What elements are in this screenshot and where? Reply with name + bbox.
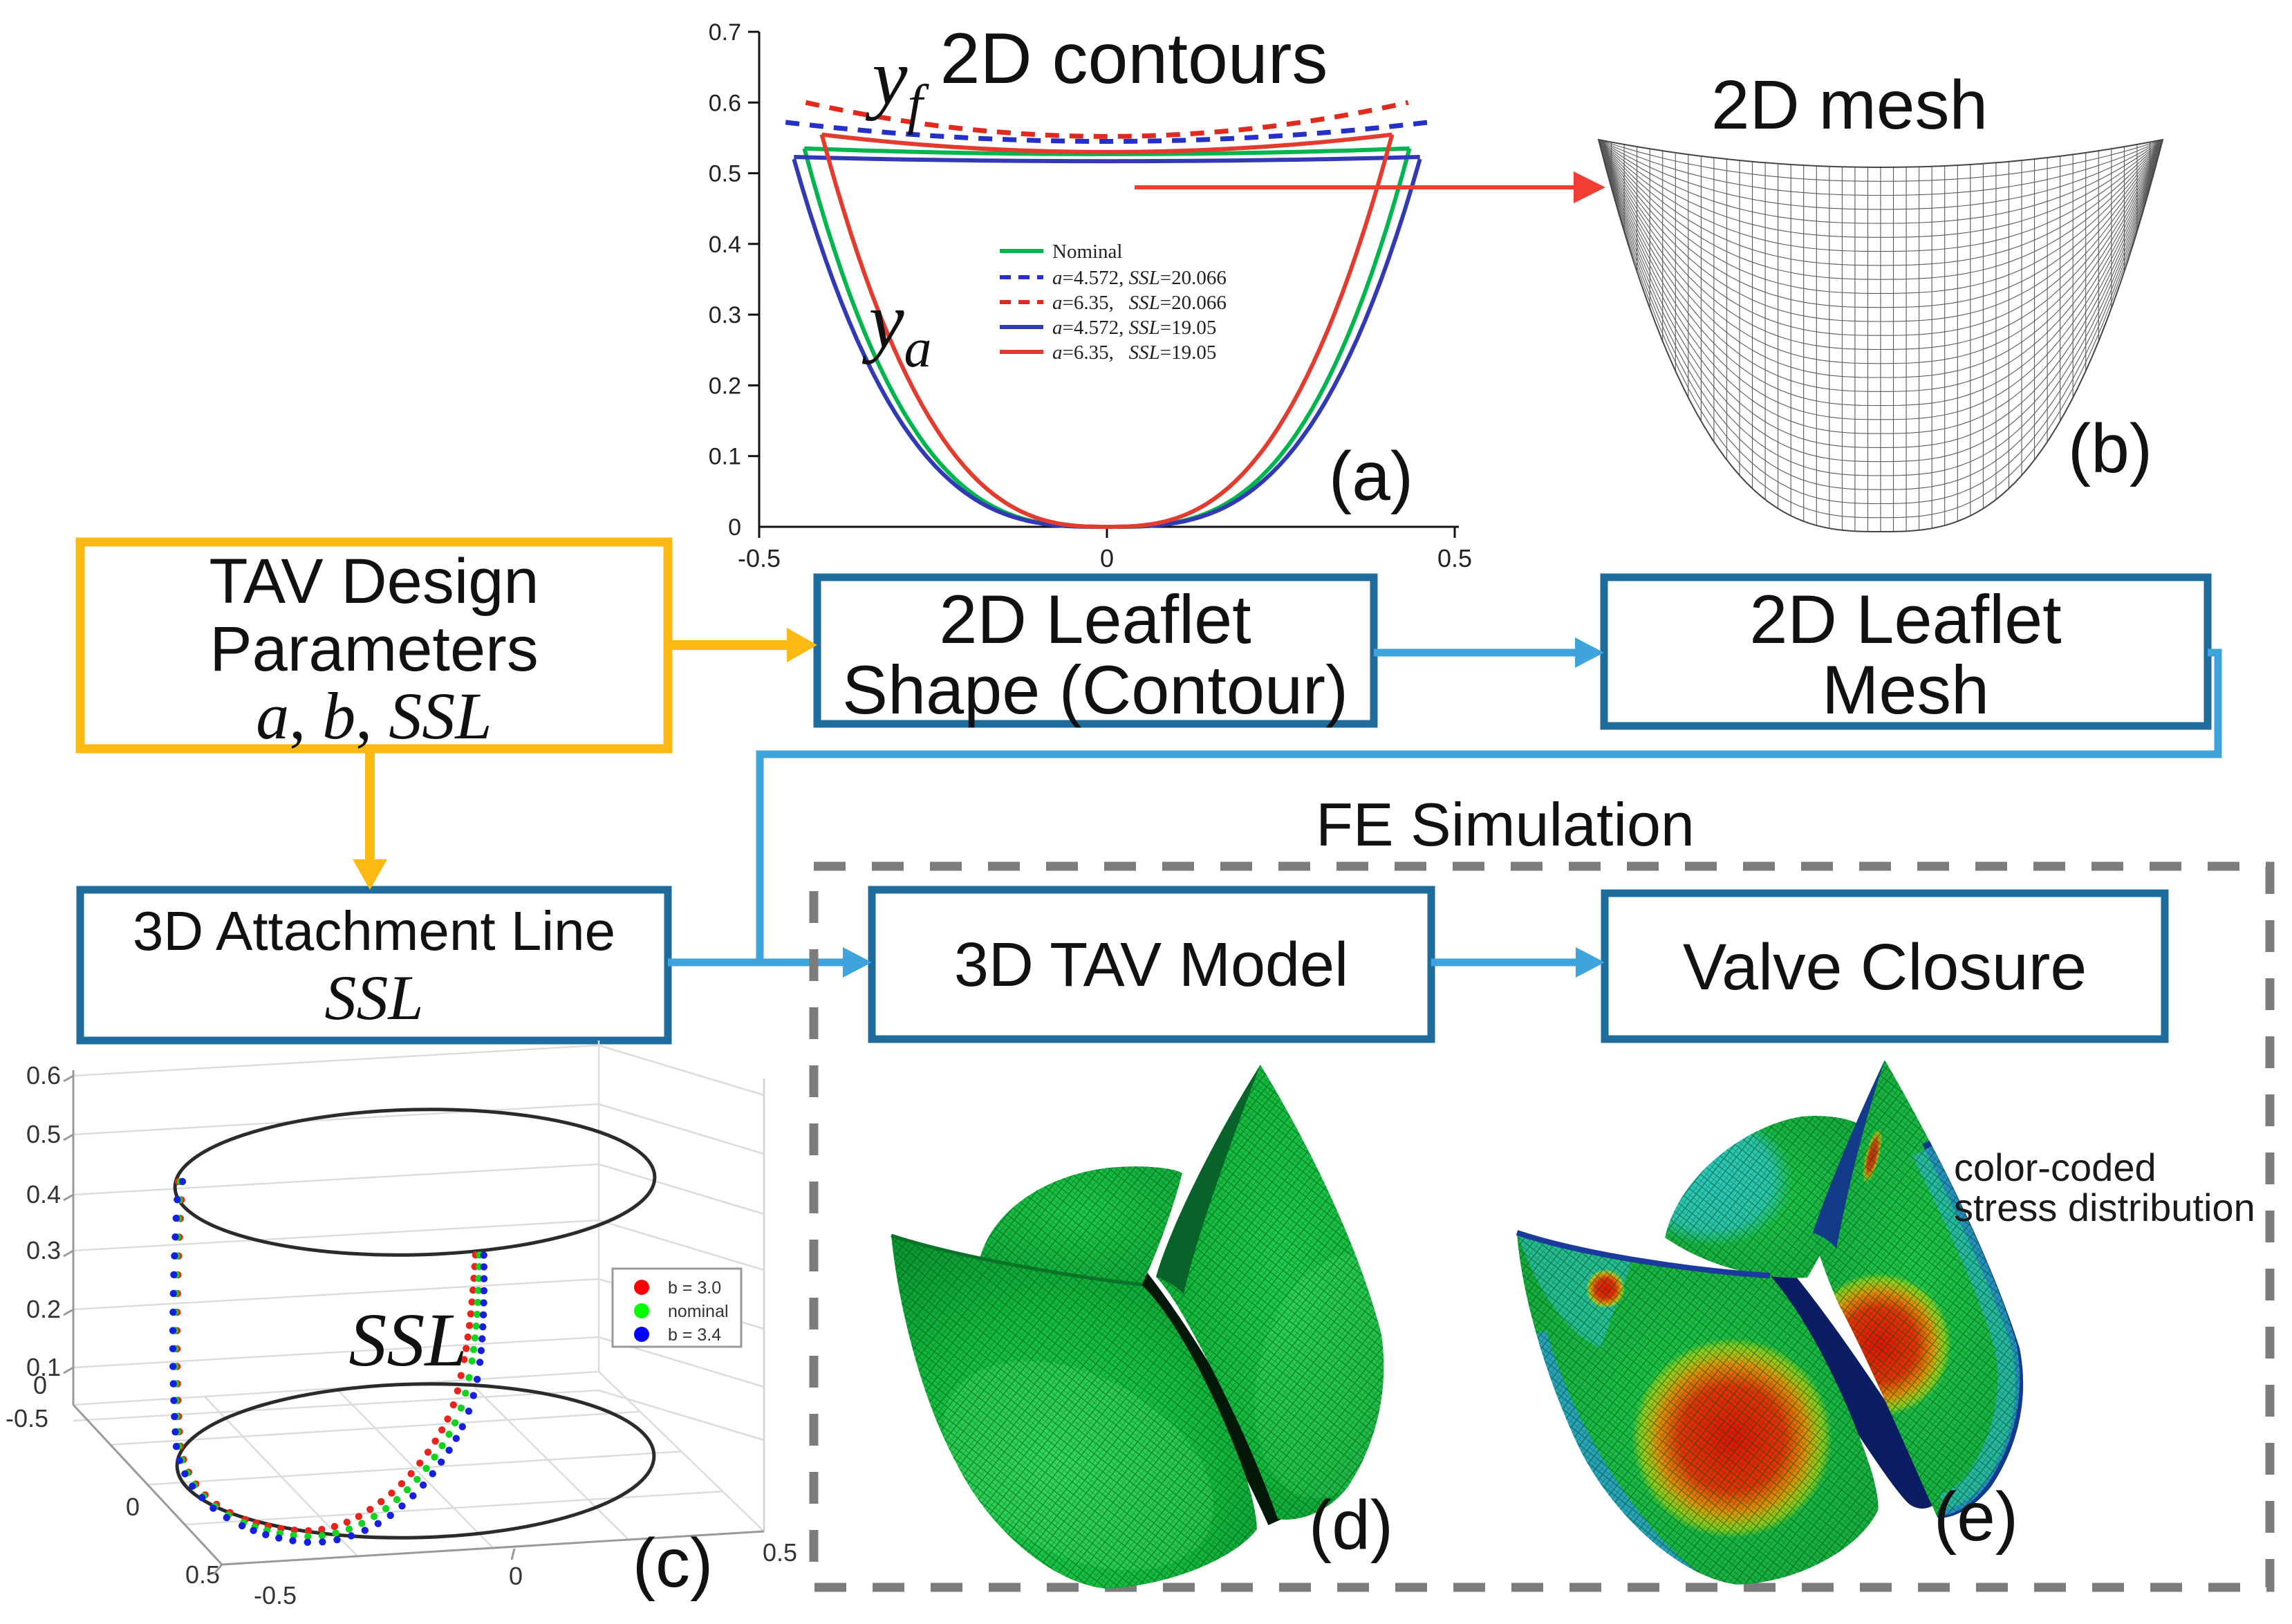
- svg-text:0.3: 0.3: [26, 1236, 61, 1264]
- svg-text:0.3: 0.3: [709, 302, 741, 328]
- svg-text:-0.5: -0.5: [254, 1581, 297, 1609]
- svg-text:a=6.35, SSL=19.05: a=6.35, SSL=19.05: [1052, 342, 1216, 364]
- svg-text:0.7: 0.7: [709, 19, 741, 46]
- svg-text:0: 0: [126, 1493, 140, 1521]
- svg-text:0.5: 0.5: [709, 161, 741, 187]
- svg-text:SSL: SSL: [348, 1298, 467, 1382]
- svg-text:b = 3.4: b = 3.4: [668, 1325, 721, 1345]
- svg-text:0.5: 0.5: [26, 1120, 61, 1148]
- svg-text:Parameters: Parameters: [209, 614, 539, 684]
- svg-text:FE Simulation: FE Simulation: [1316, 790, 1695, 859]
- svg-text:0.5: 0.5: [1437, 544, 1472, 572]
- svg-text:Mesh: Mesh: [1822, 651, 1989, 728]
- svg-text:TAV Design: TAV Design: [209, 546, 539, 617]
- svg-text:SSL: SSL: [324, 962, 423, 1033]
- svg-text:Valve Closure: Valve Closure: [1683, 931, 2087, 1004]
- svg-text:3D TAV Model: 3D TAV Model: [954, 931, 1348, 1000]
- svg-text:2D Leaflet: 2D Leaflet: [939, 581, 1251, 657]
- svg-text:(b): (b): [2068, 410, 2152, 487]
- svg-text:a=4.572, SSL=19.05: a=4.572, SSL=19.05: [1052, 317, 1216, 339]
- svg-text:Nominal: Nominal: [1052, 241, 1123, 263]
- svg-text:a=6.35, SSL=20.066: a=6.35, SSL=20.066: [1052, 292, 1227, 314]
- svg-text:0.2: 0.2: [26, 1295, 61, 1323]
- svg-text:Shape (Contour): Shape (Contour): [842, 651, 1348, 728]
- svg-text:0.4: 0.4: [26, 1180, 61, 1208]
- svg-text:0.6: 0.6: [26, 1061, 61, 1090]
- svg-text:-0.5: -0.5: [738, 544, 781, 572]
- svg-text:color-coded: color-coded: [1954, 1146, 2156, 1189]
- svg-text:0: 0: [728, 514, 741, 541]
- svg-text:(d): (d): [1309, 1486, 1393, 1564]
- svg-text:2D Leaflet: 2D Leaflet: [1749, 581, 2061, 657]
- svg-text:a=4.572, SSL=20.066: a=4.572, SSL=20.066: [1052, 267, 1227, 289]
- svg-text:0: 0: [509, 1562, 523, 1590]
- svg-text:0.4: 0.4: [709, 232, 741, 258]
- svg-text:3D Attachment Line: 3D Attachment Line: [133, 900, 615, 962]
- svg-text:b = 3.0: b = 3.0: [668, 1278, 721, 1298]
- svg-text:0.2: 0.2: [709, 373, 741, 399]
- svg-text:0.1: 0.1: [709, 444, 741, 470]
- svg-text:0: 0: [1100, 544, 1114, 572]
- svg-text:(c): (c): [633, 1524, 714, 1602]
- svg-text:2D mesh: 2D mesh: [1711, 66, 1988, 144]
- svg-text:0: 0: [33, 1371, 47, 1399]
- svg-text:0.5: 0.5: [763, 1538, 797, 1567]
- svg-text:(e): (e): [1934, 1478, 2018, 1556]
- svg-text:2D contours: 2D contours: [940, 19, 1328, 99]
- svg-text:(a): (a): [1329, 438, 1413, 515]
- svg-text:stress distribution: stress distribution: [1954, 1186, 2255, 1229]
- svg-text:-0.5: -0.5: [6, 1404, 48, 1432]
- svg-text:nominal: nominal: [668, 1302, 729, 1321]
- svg-text:0.6: 0.6: [709, 90, 741, 116]
- svg-text:a, b, SSL: a, b, SSL: [256, 679, 492, 753]
- svg-text:0.1: 0.1: [26, 1353, 61, 1381]
